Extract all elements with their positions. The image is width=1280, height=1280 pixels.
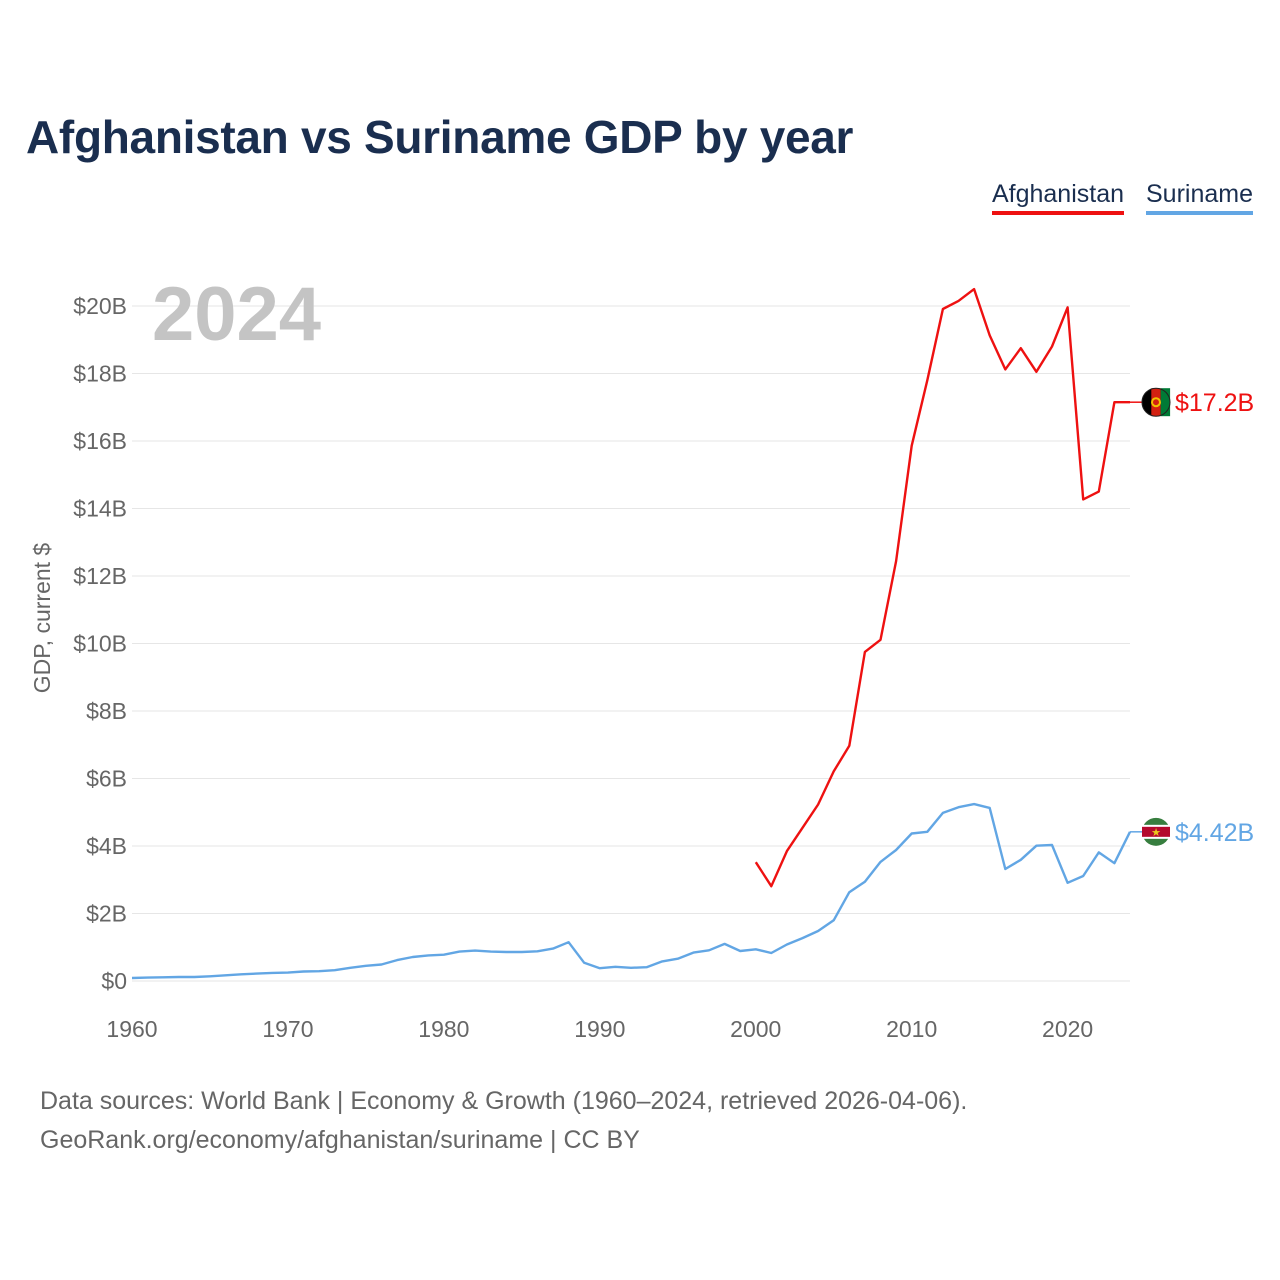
chart-title: Afghanistan vs Suriname GDP by year: [26, 111, 854, 163]
x-tick-label: 1990: [574, 1016, 625, 1042]
series-line-afghanistan: [754, 287, 1130, 888]
y-tick-label: $16B: [73, 428, 127, 454]
footer: Data sources: World Bank | Economy & Gro…: [40, 1082, 967, 1160]
flag-star-icon: ★: [1151, 826, 1161, 839]
x-tick-label: 2020: [1042, 1016, 1093, 1042]
y-tick-label: $18B: [73, 361, 127, 387]
legend: Afghanistan Suriname: [991, 180, 1253, 215]
y-tick-label: $6B: [86, 766, 127, 792]
series-line-suriname: [131, 802, 1132, 980]
y-tick-label: $2B: [86, 901, 127, 927]
end-value-label-suriname: $4.42B: [1175, 819, 1254, 847]
y-tick-label: $4B: [86, 833, 127, 859]
footer-link[interactable]: GeoRank.org/economy/afghanistan/suriname…: [40, 1126, 640, 1154]
flag-emblem: [1151, 397, 1161, 408]
y-tick-label: $0: [101, 968, 127, 994]
flag-stripe: [1142, 826, 1170, 837]
y-tick-label: $14B: [73, 496, 127, 522]
flag-stripe: [1160, 388, 1171, 417]
legend-item-suriname[interactable]: Suriname: [1146, 180, 1253, 215]
x-tick-label: 1970: [262, 1016, 313, 1042]
flag-stripe: [1151, 388, 1161, 417]
y-axis-label: GDP, current $: [29, 543, 55, 694]
x-tick-label: 1980: [418, 1016, 469, 1042]
legend-item-afghanistan[interactable]: Afghanistan: [991, 180, 1124, 215]
x-tick-label: 2010: [886, 1016, 937, 1042]
end-value-label-afghanistan: $17.2B: [1175, 389, 1254, 417]
y-tick-label: $20B: [73, 293, 127, 319]
y-tick-label: $10B: [73, 631, 127, 657]
year-label: 2024: [152, 272, 321, 357]
x-tick-label: 1960: [106, 1016, 157, 1042]
footer-sources: Data sources: World Bank | Economy & Gro…: [40, 1087, 968, 1115]
x-tick-label: 2000: [730, 1016, 781, 1042]
y-tick-label: $12B: [73, 563, 127, 589]
flag-border: [1141, 387, 1171, 417]
y-tick-label: $8B: [86, 698, 127, 724]
